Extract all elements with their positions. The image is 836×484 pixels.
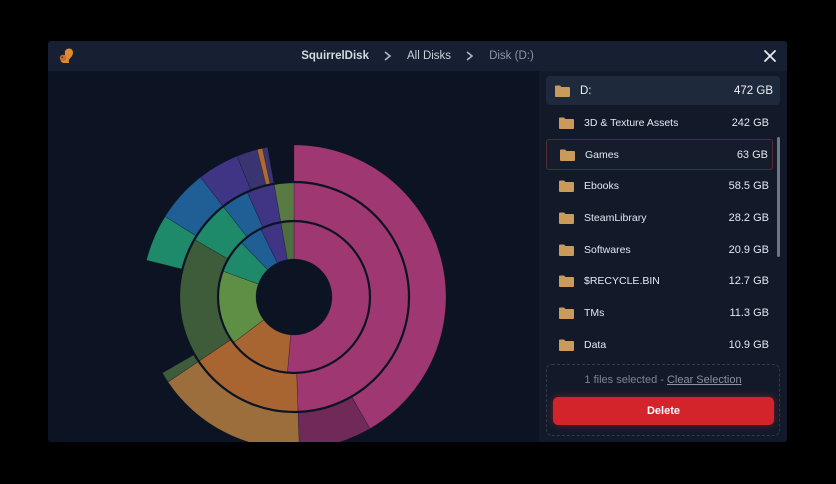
scrollbar[interactable] [777,109,781,399]
breadcrumb-current-disk: Disk (D:) [489,50,534,62]
selection-summary: 1 files selected - Clear Selection [547,374,779,386]
folder-icon [559,117,574,129]
folder-icon [559,244,574,256]
selection-footer: 1 files selected - Clear Selection Delet… [546,364,780,436]
folder-size: 20.9 GB [728,243,769,256]
folder-icon [559,339,574,351]
ring-divider [216,219,372,375]
folder-name: Games [585,148,619,161]
folder-icon [560,149,575,161]
scrollbar-thumb[interactable] [777,137,780,257]
folder-name: Data [584,338,607,351]
folder-size: 10.9 GB [728,338,769,351]
folder-row[interactable]: 3D & Texture Assets 242 GB [546,107,773,139]
folder-name: $RECYCLE.BIN [584,275,660,288]
folder-name: SteamLibrary [584,211,647,224]
close-icon[interactable] [761,47,779,65]
chevron-right-icon [384,51,392,61]
folder-icon [559,180,574,193]
folder-size: 242 GB [731,116,769,129]
folder-list: 3D & Texture Assets 242 GB Games 63 GB Ebook… [546,107,773,361]
folder-size: 63 GB [736,148,768,161]
folder-row[interactable]: SteamLibrary 28.2 GB [546,202,773,234]
folder-row[interactable]: TMs 11.3 GB [546,297,773,329]
folder-name: 3D & Texture Assets [584,116,679,129]
ring-divider [177,180,411,414]
folder-row[interactable]: Ebooks 58.5 GB [546,170,773,202]
app-window: SquirrelDisk All Disks Disk (D:) D: 472 … [48,41,787,442]
folder-icon [559,307,574,319]
root-folder-size: 472 GB [734,84,773,97]
folder-row[interactable]: Softwares 20.9 GB [546,234,773,266]
folder-name: Ebooks [584,180,620,193]
delete-button[interactable]: Delete [553,397,774,425]
folder-size: 12.7 GB [728,275,769,288]
clear-selection-link[interactable]: Clear Selection [666,374,742,386]
sunburst-chart-area [48,71,539,442]
disk-usage-sunburst[interactable] [48,71,539,442]
folder-icon [559,275,574,288]
folder-size: 28.2 GB [728,211,769,224]
breadcrumb: SquirrelDisk All Disks Disk (D:) [48,41,787,71]
folder-name: TMs [584,306,605,319]
title-bar: SquirrelDisk All Disks Disk (D:) [48,41,787,71]
folder-panel: D: 472 GB 3D & Texture Assets 242 GB Games… [539,71,787,442]
root-folder-row[interactable]: D: 472 GB [546,76,780,105]
folder-icon [555,85,570,97]
chevron-right-icon [466,51,474,61]
breadcrumb-app[interactable]: SquirrelDisk [301,50,369,62]
folder-name: Softwares [584,243,631,256]
folder-row[interactable]: Games 63 GB [546,138,773,171]
folder-row[interactable]: Data 10.9 GB [546,329,773,361]
squirrel-icon [59,48,74,63]
folder-row[interactable]: $RECYCLE.BIN 12.7 GB [546,265,773,297]
folder-size: 58.5 GB [728,180,769,193]
root-folder-label: D: [580,84,592,97]
folder-icon [559,212,574,224]
folder-size: 11.3 GB [729,306,769,319]
breadcrumb-all-disks[interactable]: All Disks [406,50,452,62]
files-selected-text: 1 files selected - [584,374,664,386]
